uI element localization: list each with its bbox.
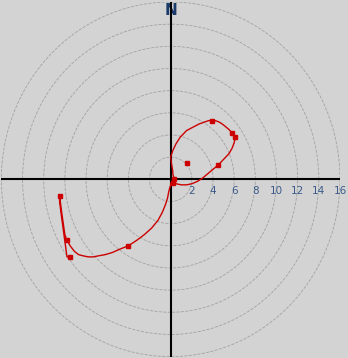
Text: 4: 4 — [210, 186, 216, 196]
Text: 14: 14 — [312, 186, 325, 196]
Text: N: N — [164, 3, 177, 18]
Text: 10: 10 — [270, 186, 283, 196]
Text: 12: 12 — [291, 186, 304, 196]
Text: 16: 16 — [333, 186, 347, 196]
Text: 6: 6 — [231, 186, 237, 196]
Text: 8: 8 — [252, 186, 259, 196]
Text: 2: 2 — [189, 186, 195, 196]
